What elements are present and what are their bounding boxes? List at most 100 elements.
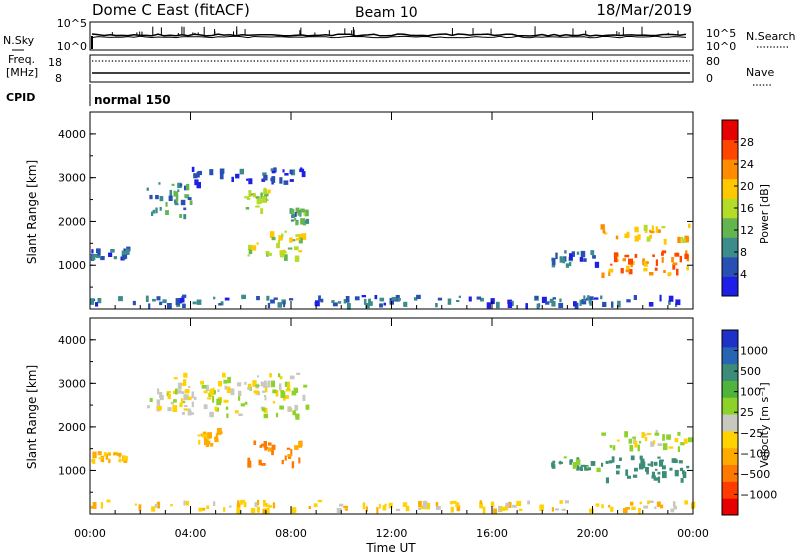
heatmap-cell — [223, 379, 228, 384]
heatmap-cell — [265, 198, 269, 202]
heatmap-cell — [282, 169, 285, 173]
nsky-panel-frame — [89, 21, 694, 51]
heatmap-cell — [413, 297, 418, 301]
heatmap-cell — [388, 502, 393, 509]
heatmap-cell — [298, 237, 303, 244]
heatmap-cell — [229, 505, 232, 508]
heatmap-cell — [247, 460, 252, 464]
heatmap-cell — [593, 297, 599, 300]
heatmap-cell — [175, 195, 179, 202]
heatmap-cell — [300, 208, 305, 213]
heatmap-cell — [622, 258, 626, 262]
heatmap-cell — [183, 408, 188, 411]
heatmap-cell — [493, 508, 497, 514]
heatmap-cell — [247, 383, 252, 390]
heatmap-cell — [678, 460, 683, 464]
heatmap-cell — [295, 405, 299, 411]
heatmap-cell — [558, 302, 564, 308]
nsky-tick-bottom: 10^0 — [57, 40, 87, 53]
heatmap-cell — [295, 207, 300, 213]
heatmap-cell — [180, 183, 183, 187]
heatmap-cell — [173, 190, 176, 197]
heatmap-cell — [295, 413, 300, 420]
heatmap-cell — [184, 194, 190, 198]
heatmap-cell — [594, 261, 600, 268]
heatmap-cell — [113, 452, 118, 456]
heatmap-cell — [300, 218, 306, 225]
heatmap-cell — [545, 301, 550, 305]
heatmap-cell — [206, 505, 210, 510]
heatmap-cell — [605, 460, 609, 464]
heatmap-cell — [189, 412, 194, 415]
heatmap-cell — [284, 395, 289, 399]
heatmap-cell — [200, 380, 204, 385]
heatmap-cell — [267, 189, 271, 194]
heatmap-cell — [622, 508, 628, 513]
heatmap-cell — [683, 438, 688, 444]
heatmap-cell — [147, 405, 150, 409]
heatmap-cell — [669, 467, 673, 471]
nsky-label: N.Sky — [3, 34, 35, 47]
heatmap-cell — [505, 504, 509, 511]
heatmap-cell — [264, 446, 268, 449]
heatmap-cell — [294, 212, 297, 217]
heatmap-cell — [196, 182, 201, 189]
heatmap-cell — [182, 303, 186, 308]
heatmap-cell — [551, 462, 555, 468]
heatmap-cell — [552, 258, 556, 265]
heatmap-cell — [287, 454, 292, 457]
heatmap-cell — [595, 503, 600, 507]
colorbar-segment — [722, 330, 738, 348]
heatmap-cell — [110, 249, 115, 253]
heatmap-cell — [303, 384, 308, 388]
heatmap-cell — [105, 453, 108, 460]
heatmap-cell — [508, 501, 512, 508]
heatmap-cell — [339, 503, 344, 507]
heatmap-cell — [559, 298, 562, 303]
heatmap-cell — [668, 295, 674, 302]
heatmap-cell — [263, 394, 267, 397]
heatmap-cell — [281, 249, 286, 254]
heatmap-cell — [279, 177, 283, 184]
colorbar-segment — [722, 380, 738, 398]
heatmap-cell — [203, 404, 208, 410]
heatmap-cell — [661, 250, 667, 254]
heatmap-cell — [362, 502, 366, 510]
heatmap-cell — [512, 504, 517, 508]
heatmap-cell — [257, 499, 260, 506]
heatmap-cell — [627, 475, 631, 479]
heatmap-cell — [173, 377, 178, 380]
heatmap-cell — [186, 396, 192, 401]
heatmap-cell — [634, 226, 639, 233]
heatmap-cell — [214, 439, 219, 443]
nsky-spikes — [91, 26, 679, 49]
colorbar-tick-label: 12 — [740, 224, 754, 237]
velocity-y-axis: 4000 3000 2000 1000 — [58, 334, 693, 493]
heatmap-cell — [298, 457, 301, 464]
heatmap-cell — [149, 397, 153, 402]
heatmap-cell — [661, 256, 664, 263]
heatmap-cell — [156, 399, 161, 406]
heatmap-cell — [637, 444, 640, 452]
heatmap-cell — [180, 199, 186, 206]
heatmap-cell — [185, 408, 191, 411]
heatmap-cell — [337, 301, 342, 304]
heatmap-cell — [248, 244, 252, 250]
heatmap-cell — [245, 207, 250, 210]
heatmap-cell — [122, 254, 128, 259]
heatmap-cell — [418, 500, 422, 508]
heatmap-cell — [579, 257, 584, 262]
heatmap-cell — [231, 176, 234, 182]
heatmap-cell — [284, 455, 287, 461]
heatmap-cell — [569, 460, 572, 465]
heatmap-cell — [628, 438, 633, 444]
heatmap-cell — [619, 457, 622, 461]
heatmap-cell — [365, 303, 370, 309]
heatmap-cell — [155, 195, 159, 200]
heatmap-cell — [679, 467, 684, 472]
heatmap-cell — [97, 451, 102, 456]
heatmap-cell — [247, 254, 250, 257]
heatmap-cell — [611, 456, 615, 463]
heatmap-cell — [317, 499, 323, 503]
